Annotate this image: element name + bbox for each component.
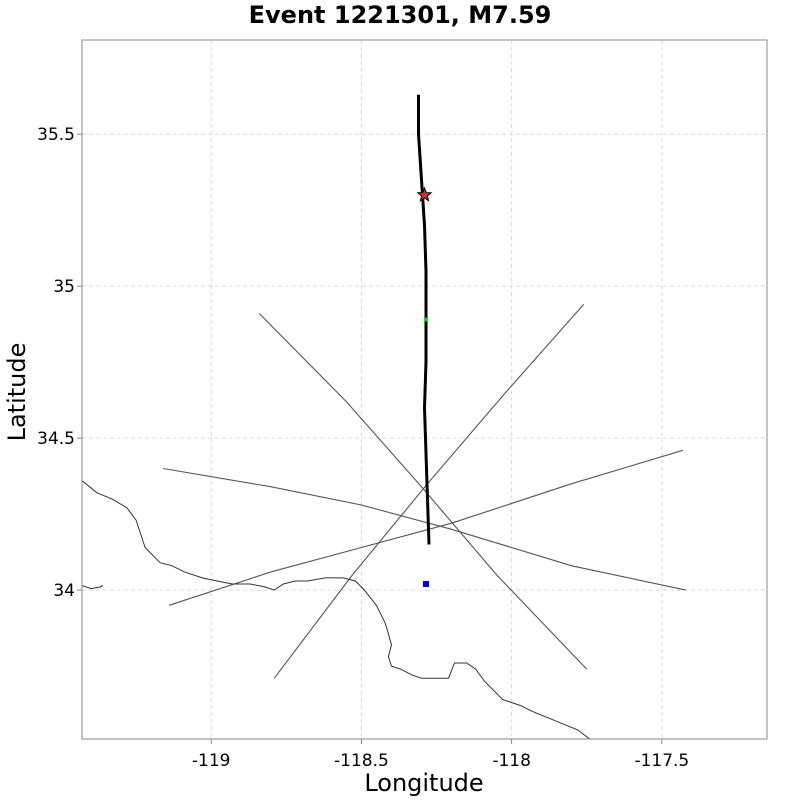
grid-lines <box>82 40 767 739</box>
blue-marker <box>423 581 430 588</box>
coastline <box>82 480 591 739</box>
x-tick-label: -118.5 <box>334 751 389 771</box>
y-tick-label: 34.5 <box>37 429 75 449</box>
hypocenter-star <box>416 186 433 202</box>
y-tick-label: 35.5 <box>37 125 75 145</box>
markers <box>416 186 433 588</box>
rupture-trace <box>417 94 431 545</box>
plot-frame <box>81 39 768 740</box>
y-tick-label: 35 <box>53 277 75 297</box>
y-ticks: 34 34.5 35 35.5 <box>37 125 82 601</box>
ray-line <box>273 304 585 679</box>
x-ticks: -119 -118.5 -118 -117.5 <box>192 739 689 771</box>
green-marker <box>424 317 429 322</box>
x-tick-label: -118 <box>492 751 531 771</box>
x-tick-label: -117.5 <box>634 751 689 771</box>
rupture-line <box>417 94 431 545</box>
y-axis-label: Latitude <box>3 343 31 442</box>
ray-line <box>168 449 684 606</box>
x-tick-label: -119 <box>192 751 231 771</box>
y-tick-label: 34 <box>53 581 75 601</box>
ray-line <box>163 467 687 591</box>
chart-title: Event 1221301, M7.59 <box>249 1 552 29</box>
coastline-segment <box>82 585 104 590</box>
x-axis-label: Longitude <box>364 769 483 797</box>
ray-line <box>258 313 588 670</box>
coastline-segment <box>82 480 591 739</box>
